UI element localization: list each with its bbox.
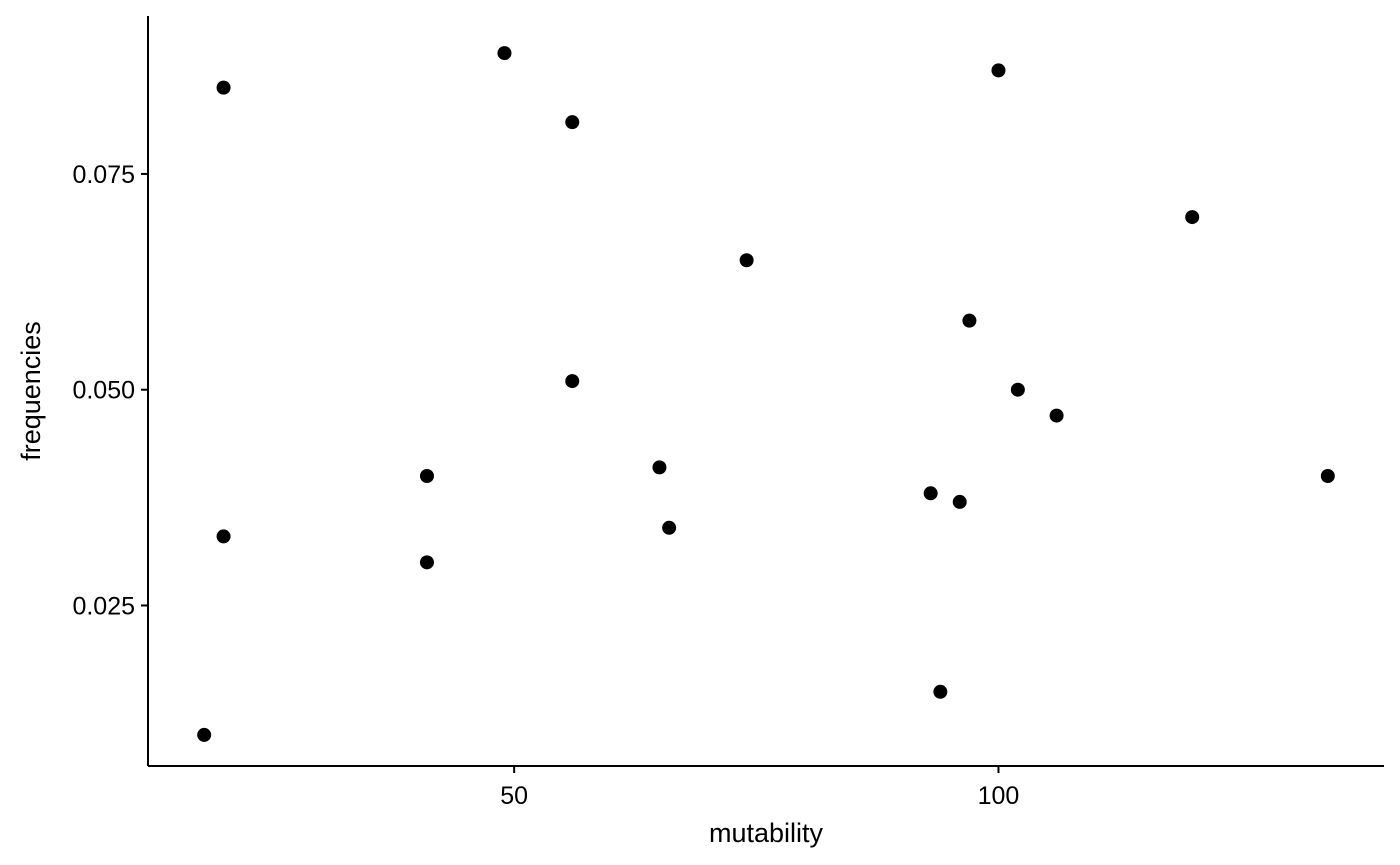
x-tick-label: 100: [978, 782, 1020, 810]
data-point: [565, 374, 580, 389]
data-point: [933, 684, 948, 699]
points-layer: [197, 46, 1335, 742]
x-axis-title: mutability: [709, 818, 824, 848]
data-point: [739, 253, 754, 268]
data-point: [565, 115, 580, 130]
data-point: [197, 727, 212, 742]
data-point: [497, 46, 512, 61]
y-tick-label: 0.075: [72, 161, 135, 189]
data-point: [923, 486, 938, 501]
y-tick-label: 0.050: [72, 377, 135, 405]
data-point: [419, 469, 434, 484]
data-point: [216, 80, 231, 95]
data-point: [216, 529, 231, 544]
data-point: [662, 520, 677, 535]
ticks-layer: 50 100 0.025 0.050 0.075: [72, 161, 1019, 810]
data-point: [952, 494, 967, 509]
axes-layer: [147, 16, 1384, 767]
y-axis-title: frequencies: [16, 321, 46, 461]
data-point: [1010, 382, 1025, 397]
data-point: [1185, 210, 1200, 225]
data-point: [652, 460, 667, 475]
y-tick-label: 0.025: [72, 592, 135, 620]
data-point: [962, 313, 977, 328]
data-point: [991, 63, 1006, 78]
data-point: [419, 555, 434, 570]
x-tick-label: 50: [500, 782, 528, 810]
data-point: [1320, 469, 1335, 484]
data-point: [1049, 408, 1064, 423]
